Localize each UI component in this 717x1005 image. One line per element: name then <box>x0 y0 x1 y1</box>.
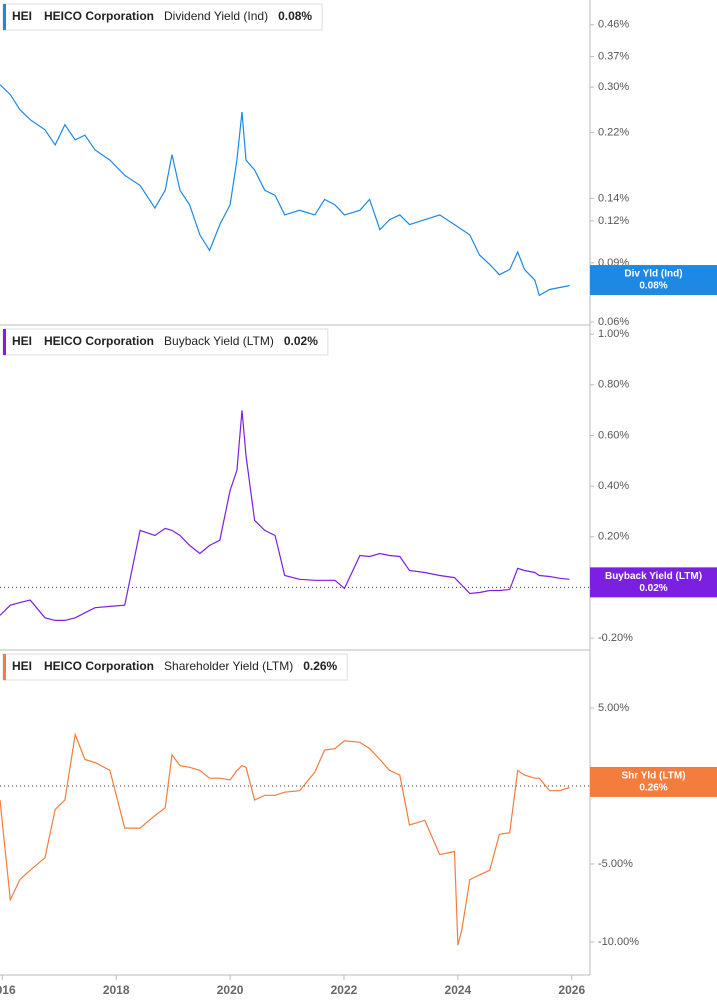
y-tick-label: -0.20% <box>598 632 633 644</box>
legend-text: 0.02% <box>284 334 318 348</box>
legend-box <box>2 328 329 356</box>
legend-text: HEI <box>12 659 32 673</box>
legend-swatch <box>3 329 6 355</box>
legend-swatch <box>3 654 6 680</box>
y-tick-label: 0.46% <box>598 19 629 31</box>
y-tick-label: -10.00% <box>598 936 639 948</box>
value-tag-name: Buyback Yield (LTM) <box>605 571 702 582</box>
value-tag <box>590 567 717 598</box>
y-tick-label: 0.22% <box>598 126 629 138</box>
value-tag <box>590 766 717 797</box>
x-tick-label: 2016 <box>0 983 16 997</box>
legend-swatch <box>3 4 6 30</box>
x-tick-label: 2026 <box>558 983 585 997</box>
legend-text: HEICO Corporation <box>44 334 154 348</box>
value-tag-value: 0.08% <box>639 281 667 292</box>
value-tag-name: Shr Yld (LTM) <box>621 771 685 782</box>
legend-text: HEI <box>12 334 32 348</box>
legend-text: Shareholder Yield (LTM) <box>164 659 293 673</box>
value-tag-value: 0.02% <box>639 583 667 594</box>
series-line <box>0 732 570 946</box>
y-tick-label: 0.20% <box>598 531 629 543</box>
legend-box <box>2 653 348 681</box>
y-tick-label: 0.40% <box>598 480 629 492</box>
y-tick-label: 0.30% <box>598 81 629 93</box>
x-tick-label: 2018 <box>103 983 130 997</box>
legend-text: HEICO Corporation <box>44 659 154 673</box>
y-tick-label: 0.06% <box>598 316 629 328</box>
y-tick-label: 0.12% <box>598 215 629 227</box>
legend-box <box>2 3 323 31</box>
value-tag-name: Div Yld (Ind) <box>624 269 682 280</box>
x-tick-label: 2024 <box>445 983 472 997</box>
y-tick-label: -5.00% <box>598 858 633 870</box>
value-tag <box>590 265 717 296</box>
y-tick-label: 0.80% <box>598 379 629 391</box>
legend-text: HEI <box>12 9 32 23</box>
y-tick-label: 0.60% <box>598 429 629 441</box>
legend-text: Buyback Yield (LTM) <box>164 334 274 348</box>
value-tag-value: 0.26% <box>639 783 667 794</box>
legend-text: HEICO Corporation <box>44 9 154 23</box>
y-tick-label: 0.14% <box>598 192 629 204</box>
series-line <box>0 410 570 621</box>
legend-text: Dividend Yield (Ind) <box>164 9 268 23</box>
series-line <box>0 84 570 297</box>
y-tick-label: 5.00% <box>598 702 629 714</box>
legend-text: 0.26% <box>303 659 337 673</box>
y-tick-label: 0.37% <box>598 50 629 62</box>
x-tick-label: 2022 <box>331 983 358 997</box>
x-tick-label: 2020 <box>217 983 244 997</box>
legend-text: 0.08% <box>278 9 312 23</box>
y-tick-label: 1.00% <box>598 328 629 340</box>
